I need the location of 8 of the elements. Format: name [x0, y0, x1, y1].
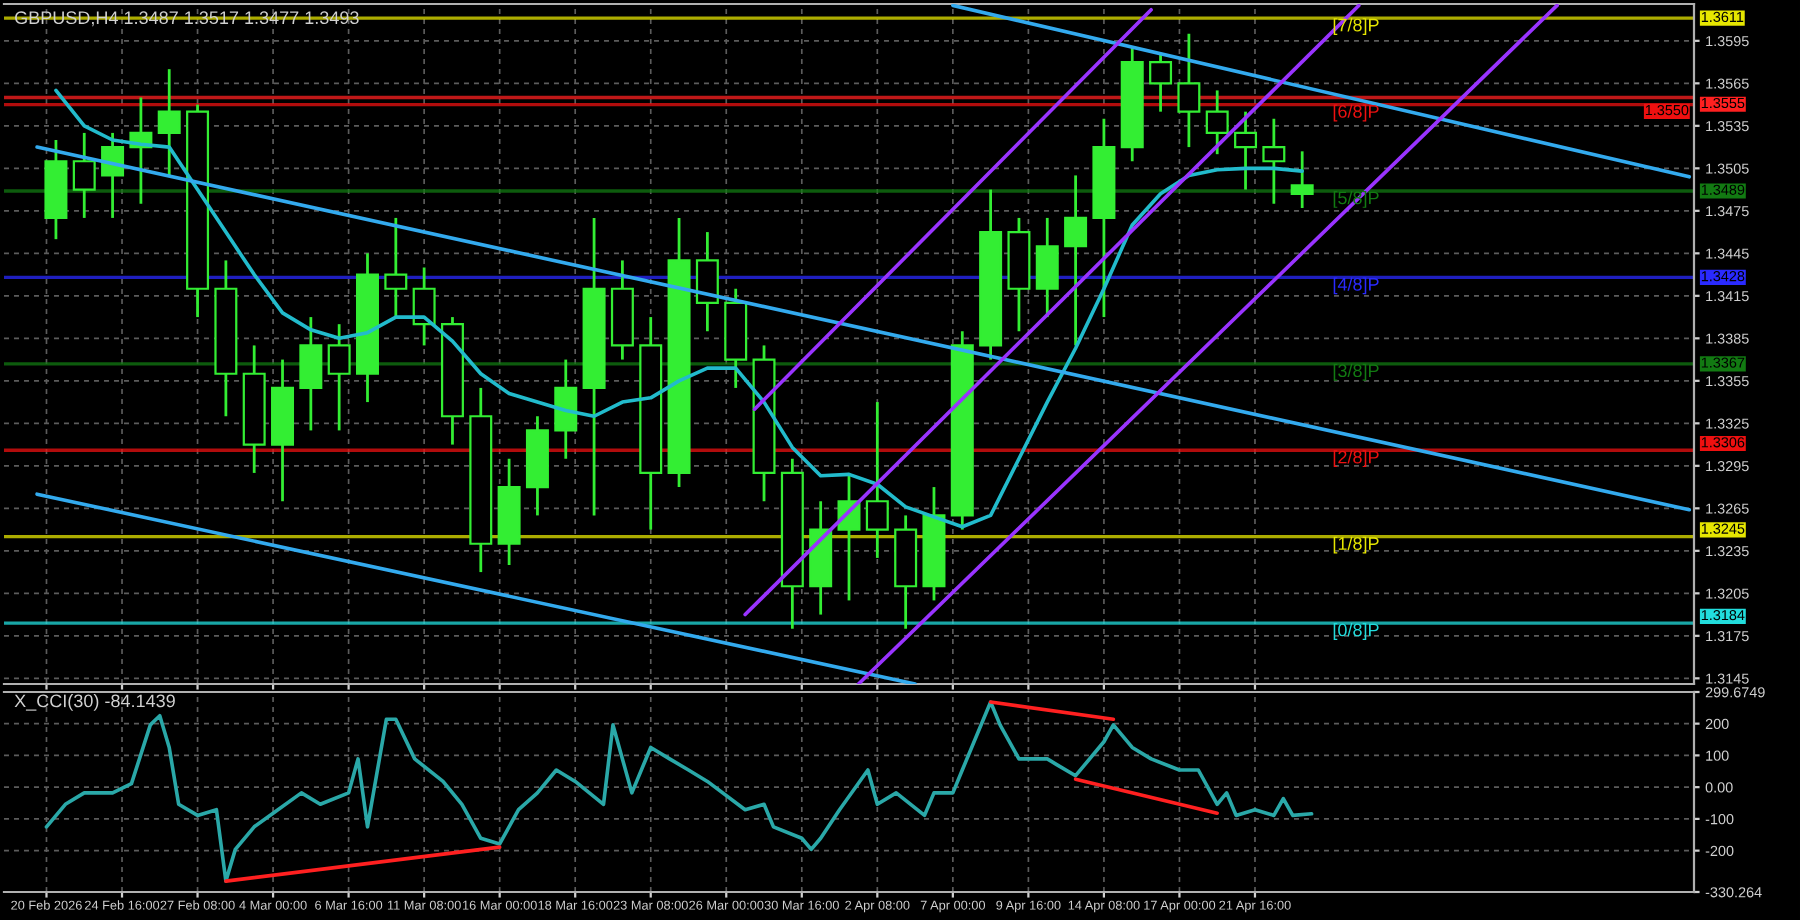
chart-title: GBPUSD,H4 1.3487 1.3517 1.3477 1.3493 — [15, 11, 359, 27]
annotation: [2/8]P — [1333, 450, 1379, 468]
annotation: [6/8]P — [1333, 104, 1379, 122]
annotation: [0/8]P — [1333, 623, 1379, 640]
annotation: [1/8]P — [1333, 536, 1379, 554]
chart-title: X_CCI(30) -84.1439 — [14, 694, 175, 711]
annotation: [3/8]P — [1333, 363, 1379, 381]
annotation: [4/8]P — [1333, 277, 1379, 295]
